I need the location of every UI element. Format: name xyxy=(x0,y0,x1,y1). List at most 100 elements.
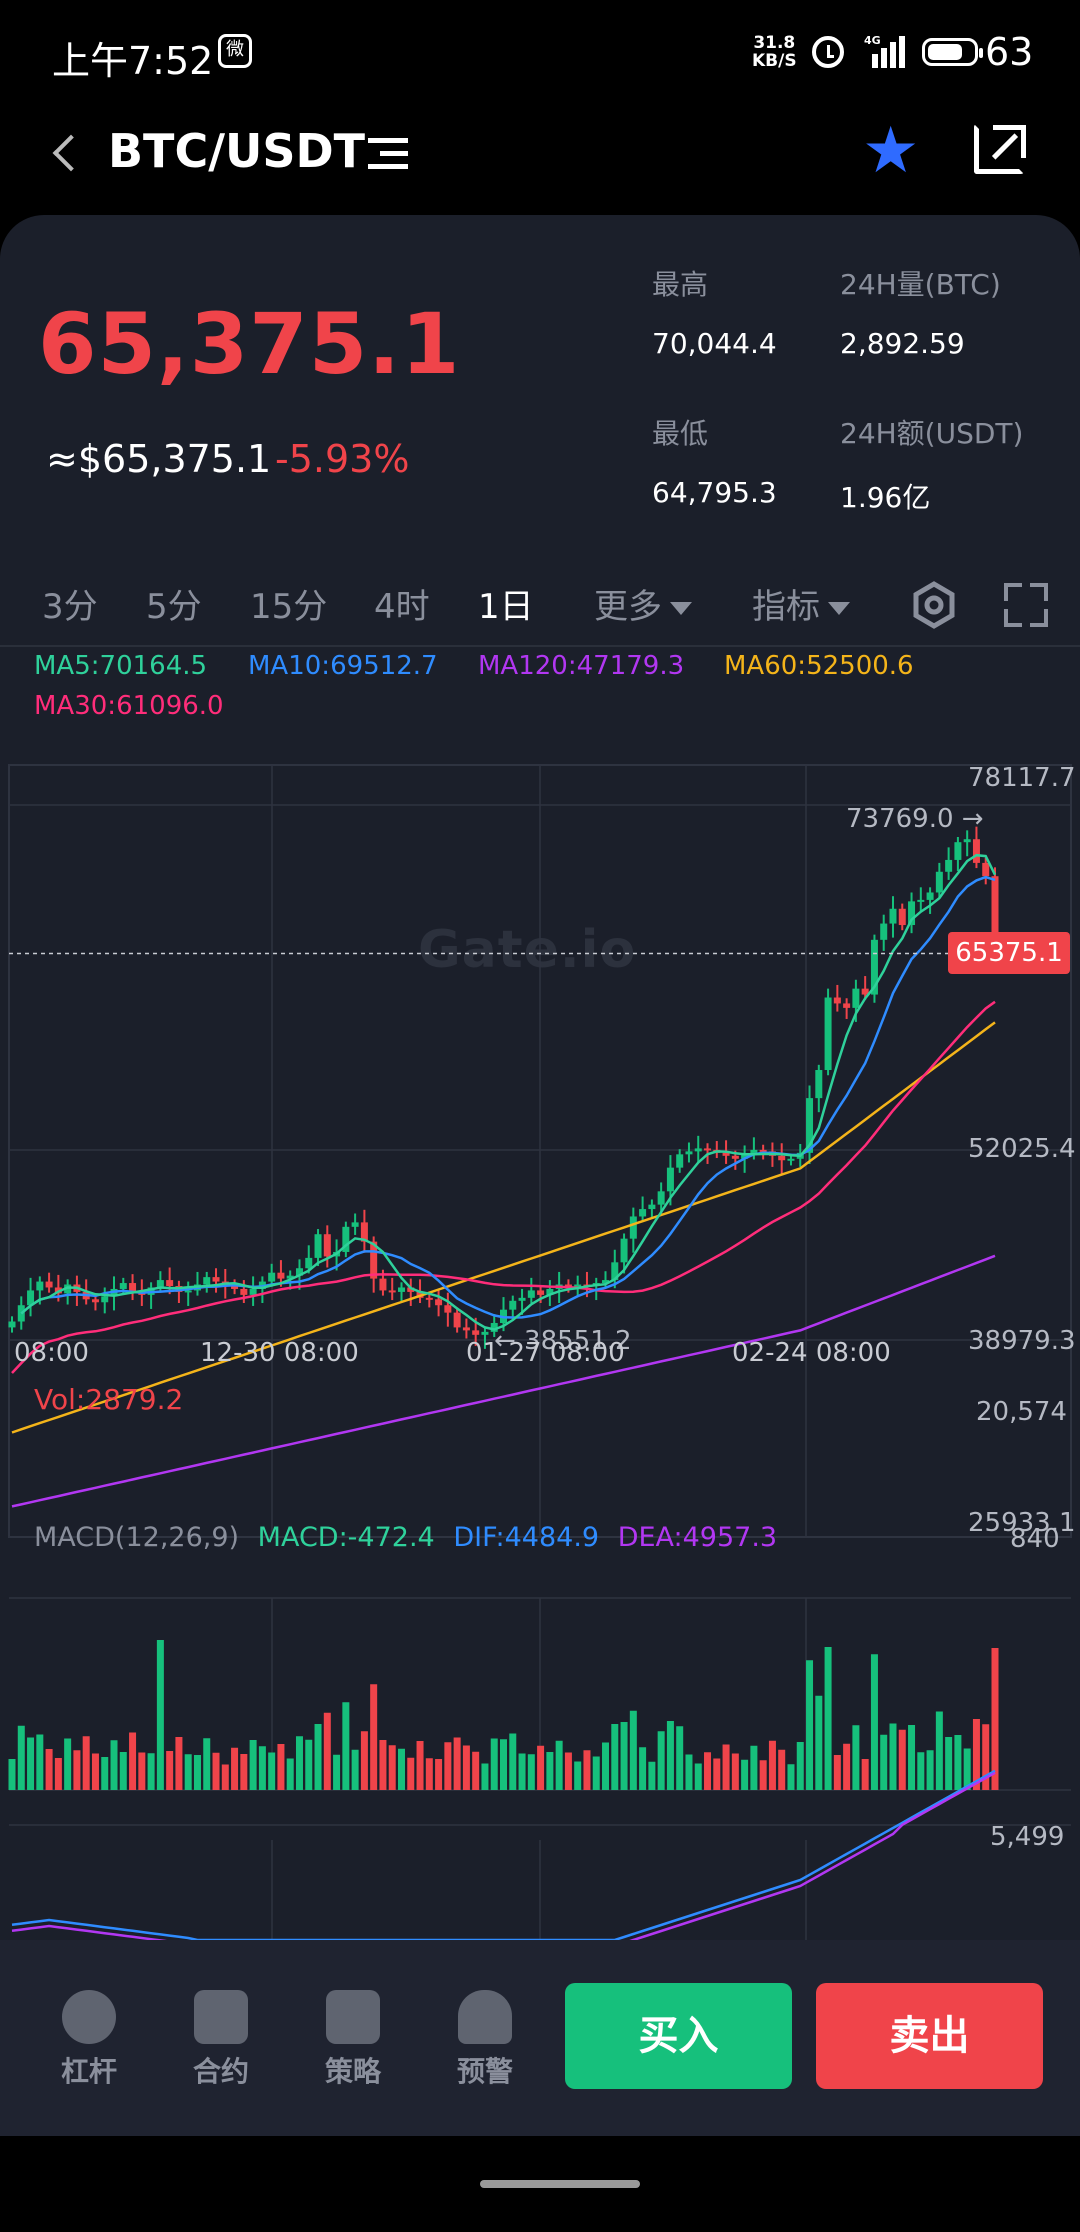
volume-bar xyxy=(861,1759,869,1790)
tab-5m[interactable]: 5分 xyxy=(146,587,202,627)
candle xyxy=(268,1272,276,1282)
volume-bar xyxy=(945,1737,953,1790)
candle xyxy=(203,1277,211,1285)
buy-button[interactable]: 买入 xyxy=(565,1983,792,2089)
pair-menu-icon[interactable] xyxy=(368,134,408,174)
back-icon[interactable] xyxy=(40,126,100,186)
alarm-icon xyxy=(812,36,844,68)
candle xyxy=(444,1305,452,1313)
candle xyxy=(537,1290,545,1295)
speed-unit: KB/S xyxy=(752,51,797,71)
candle xyxy=(704,1148,712,1151)
home-indicator-bar[interactable] xyxy=(480,2180,640,2188)
volume-bar xyxy=(462,1745,470,1790)
weibo-icon: 微 xyxy=(218,34,252,68)
kline-chart[interactable] xyxy=(0,515,1080,1940)
volume-bar xyxy=(295,1736,303,1790)
alert-button[interactable]: 预警 xyxy=(440,1990,530,2090)
macd-params: MACD(12,26,9) xyxy=(34,1522,240,1553)
leverage-button[interactable]: 杠杆 xyxy=(44,1990,134,2090)
candle xyxy=(249,1288,257,1295)
volume-max-label: 20,574 xyxy=(976,1397,1067,1427)
candle xyxy=(546,1288,554,1295)
indicator-dropdown[interactable]: 指标 xyxy=(752,579,850,628)
volume-bar xyxy=(472,1751,480,1790)
chevron-down-icon xyxy=(828,602,850,615)
fullscreen-icon[interactable] xyxy=(1004,583,1048,627)
contract-button[interactable]: 合约 xyxy=(176,1990,266,2090)
high-marker: 73769.0 → xyxy=(846,804,984,834)
volume-bar xyxy=(73,1750,81,1790)
candle xyxy=(806,1098,814,1153)
volume-bar xyxy=(908,1725,916,1790)
share-icon[interactable] xyxy=(974,124,1026,174)
favorite-star-icon[interactable]: ★ xyxy=(862,114,920,188)
volume-bar xyxy=(8,1759,16,1790)
volume-bar xyxy=(407,1757,415,1790)
ma60-line xyxy=(11,1021,996,1434)
signal-icon: 4G xyxy=(864,34,908,68)
high-label: 最高 xyxy=(652,268,709,301)
volume-bar xyxy=(518,1753,526,1790)
volume-bar xyxy=(546,1752,554,1790)
status-time: 上午7:52 xyxy=(52,39,214,83)
price-axis-label: 52025.4 xyxy=(968,1134,1076,1164)
network-speed: 31.8 KB/S xyxy=(752,34,797,70)
volume-bar xyxy=(815,1695,823,1790)
watermark-logo: Gate.io xyxy=(418,920,637,980)
tab-15m[interactable]: 15分 xyxy=(250,587,328,627)
volume-bar xyxy=(240,1754,248,1790)
volume-bar xyxy=(602,1742,610,1790)
ma30-legend: MA30:61096.0 xyxy=(34,691,224,721)
volume-bar xyxy=(741,1759,749,1790)
volume-bar xyxy=(490,1738,498,1790)
volume-bar xyxy=(91,1753,99,1790)
volume-label: Vol:2879.2 xyxy=(34,1383,184,1416)
volume-bar xyxy=(685,1754,693,1790)
pair-title[interactable]: BTC/USDT xyxy=(108,124,366,178)
volume-bar xyxy=(824,1647,832,1790)
more-dropdown[interactable]: 更多 xyxy=(594,579,692,628)
candle xyxy=(629,1216,637,1239)
volume-bar xyxy=(184,1754,192,1790)
tab-1d[interactable]: 1日 xyxy=(478,587,534,627)
candle xyxy=(27,1290,35,1306)
low-label: 最低 xyxy=(652,417,709,450)
volume-bar xyxy=(657,1731,665,1790)
candle xyxy=(212,1277,220,1282)
volume-bar xyxy=(759,1760,767,1790)
candle xyxy=(666,1167,674,1192)
volume-bar xyxy=(286,1758,294,1790)
timeframe-tabs: 3分 5分 15分 4时 1日 更多 指标 xyxy=(0,565,1080,647)
candle xyxy=(611,1262,619,1281)
strategy-button[interactable]: 策略 xyxy=(308,1990,398,2090)
alert-label: 预警 xyxy=(456,2055,513,2088)
volume-bar xyxy=(611,1724,619,1790)
tab-3m[interactable]: 3分 xyxy=(42,587,98,627)
candle xyxy=(889,908,897,924)
settings-icon[interactable] xyxy=(910,581,958,629)
more-label: 更多 xyxy=(594,587,662,627)
ma120-line xyxy=(11,1254,996,1508)
dea-value: DEA:4957.3 xyxy=(617,1522,778,1553)
candle xyxy=(676,1154,684,1168)
candle xyxy=(870,939,878,995)
volume-bar xyxy=(305,1739,313,1790)
volume-bar xyxy=(750,1745,758,1790)
last-price: 65,375.1 xyxy=(38,295,461,393)
volume-bar xyxy=(666,1721,674,1790)
sell-button[interactable]: 卖出 xyxy=(816,1983,1043,2089)
volume-bar xyxy=(991,1648,999,1790)
volume-bar xyxy=(212,1752,220,1790)
home-indicator xyxy=(0,2136,1080,2232)
volume-bar xyxy=(314,1724,322,1790)
volume-bar xyxy=(787,1764,795,1790)
volume-bar xyxy=(852,1725,860,1790)
tab-4h[interactable]: 4时 xyxy=(374,587,430,627)
volume-bar xyxy=(268,1752,276,1790)
candle xyxy=(36,1281,44,1291)
volume-bar xyxy=(435,1759,443,1790)
candle xyxy=(917,899,925,902)
chevron-down-icon xyxy=(670,602,692,615)
candle xyxy=(852,988,860,1008)
